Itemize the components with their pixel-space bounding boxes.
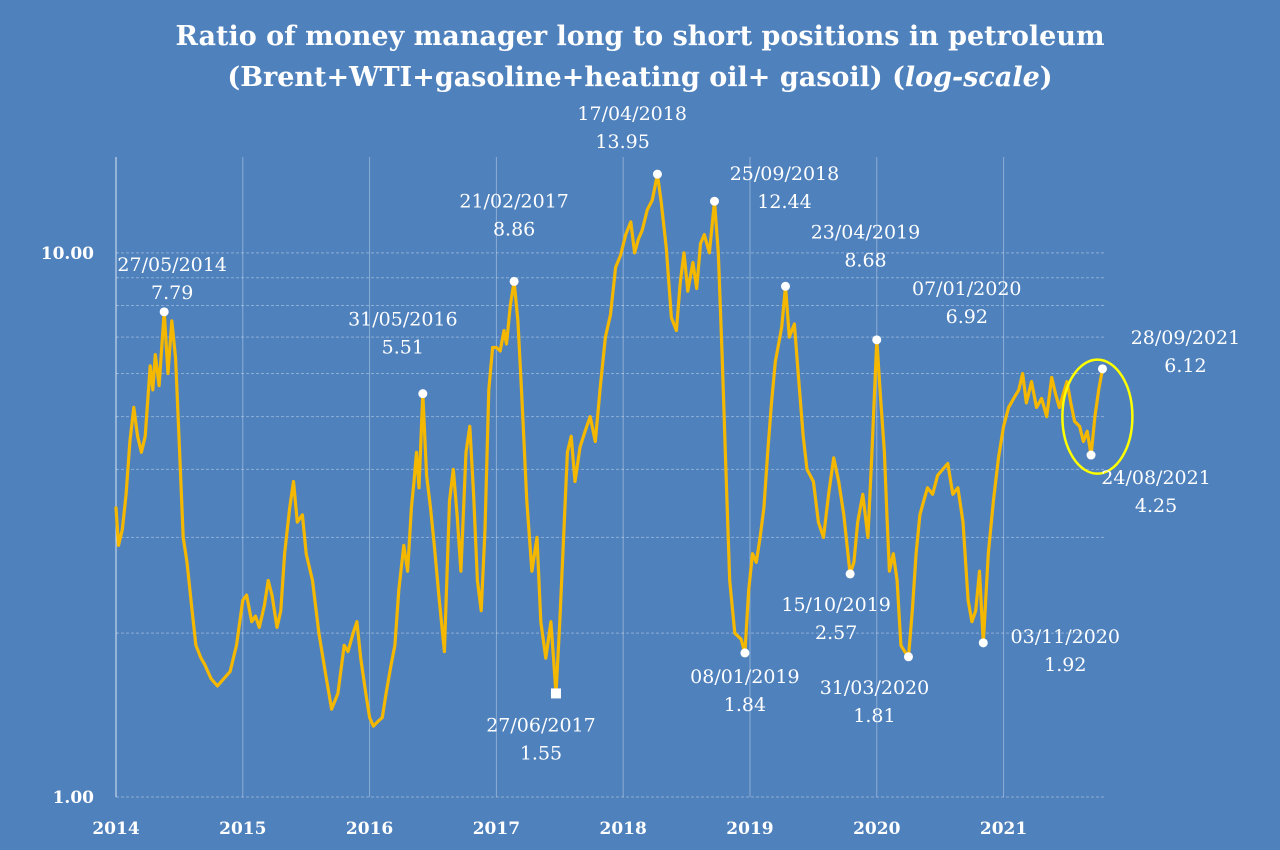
annotation-value-label: 1.55 [520, 742, 562, 764]
annotation-point-marker [509, 276, 519, 286]
series-line-layer [114, 172, 1105, 728]
annotation-date-label: 24/08/2021 [1101, 467, 1211, 489]
annotation-date-label: 31/03/2020 [820, 677, 930, 699]
annotation-date-label: 23/04/2019 [811, 221, 921, 243]
annotation-date-label: 31/05/2016 [348, 309, 458, 331]
chart-title-line-2-end: ) [1040, 62, 1053, 93]
chart-title-line-2: (Brent+WTI+gasoline+heating oil+ gasoil)… [227, 62, 1052, 93]
axis-ticks: 2014 2015 2016 2017 2018 2019 2020 2021 1.00 10.0… [41, 244, 1027, 839]
annotation-value-label: 4.25 [1135, 495, 1177, 517]
annotation-value-label: 6.92 [946, 306, 988, 328]
annotation-date-label: 28/09/2021 [1131, 327, 1241, 349]
x-tick-label: 2021 [980, 819, 1027, 839]
x-tick-label: 2020 [853, 819, 900, 839]
highlight-ellipse [1061, 358, 1134, 475]
annotation-point-marker [845, 569, 855, 579]
series-line [114, 172, 1105, 728]
y-tick-label: 10.00 [41, 244, 94, 264]
annotation-date-label: 25/09/2018 [730, 163, 840, 185]
x-tick-label: 2015 [219, 819, 266, 839]
annotation-value-label: 1.84 [724, 694, 766, 716]
annotation-square-marker [550, 688, 561, 699]
annotation-value-label: 13.95 [595, 131, 649, 153]
x-tick-label: 2014 [92, 819, 139, 839]
chart-title-line-2-italic: log-scale [905, 62, 1040, 93]
annotation-point-marker [780, 281, 790, 291]
annotation-point-marker [652, 169, 662, 179]
annotation-point-marker [709, 196, 719, 206]
annotation-value-label: 8.86 [493, 218, 535, 240]
annotation-date-label: 27/06/2017 [486, 714, 596, 736]
annotation-date-label: 21/02/2017 [459, 190, 569, 212]
annotation-value-label: 1.81 [853, 705, 895, 727]
annotation-point-marker [1097, 364, 1107, 374]
chart-title-line-2-main: (Brent+WTI+gasoline+heating oil+ gasoil)… [227, 62, 904, 93]
annotation-date-label: 08/01/2019 [690, 666, 800, 688]
annotation-value-label: 1.92 [1044, 654, 1086, 676]
annotation-value-label: 2.57 [815, 622, 857, 644]
gridlines [115, 157, 1105, 798]
annotation-point-marker [978, 638, 988, 648]
annotation-value-label: 8.68 [844, 249, 886, 271]
annotation-point-marker [159, 307, 169, 317]
y-tick-label: 1.00 [53, 788, 95, 808]
x-tick-label: 2019 [726, 819, 773, 839]
x-tick-label: 2016 [346, 819, 393, 839]
annotation-value-label: 5.51 [382, 337, 424, 359]
annotation-point-marker [740, 648, 750, 658]
annotation-value-label: 6.12 [1164, 355, 1206, 377]
annotations: 27/05/2014 7.79 31/05/2016 5.51 21/02/2017 8.… [117, 103, 1240, 764]
annotation-date-label: 17/04/2018 [577, 103, 687, 125]
annotation-point-marker [1086, 450, 1096, 460]
annotation-date-label: 15/10/2019 [781, 594, 891, 616]
annotation-date-label: 03/11/2020 [1011, 626, 1121, 648]
annotation-point-marker [903, 652, 913, 662]
annotation-date-label: 07/01/2020 [912, 278, 1022, 300]
annotation-date-label: 27/05/2014 [117, 254, 227, 276]
annotation-point-marker [418, 389, 428, 399]
chart-title-line-1: Ratio of money manager long to short pos… [175, 21, 1104, 52]
x-tick-label: 2017 [473, 819, 520, 839]
annotation-value-label: 12.44 [757, 191, 811, 213]
annotation-point-marker [872, 335, 882, 345]
annotation-value-label: 7.79 [151, 282, 193, 304]
x-tick-label: 2018 [600, 819, 647, 839]
